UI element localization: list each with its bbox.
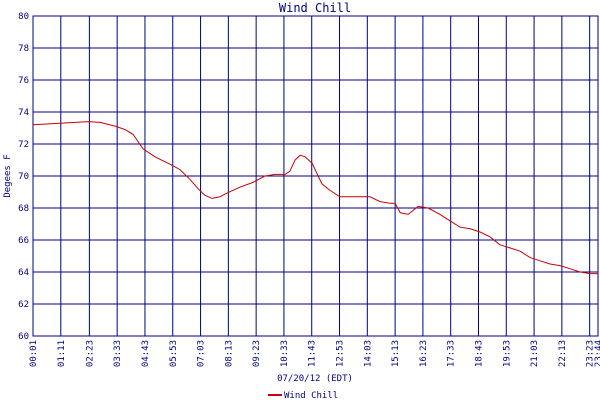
y-tick-label: 70 bbox=[18, 172, 29, 182]
legend-label: Wind Chill bbox=[284, 391, 338, 400]
x-tick-label: 22:13 bbox=[558, 340, 568, 367]
x-tick-label: 17:33 bbox=[447, 340, 457, 367]
x-tick-label: 01:11 bbox=[57, 340, 67, 367]
x-tick-label: 10:33 bbox=[280, 340, 290, 367]
x-tick-label: 09:23 bbox=[252, 340, 262, 367]
y-tick-label: 76 bbox=[18, 76, 29, 86]
x-tick-label: 04:43 bbox=[141, 340, 151, 367]
data-line bbox=[32, 121, 598, 275]
y-tick-label: 74 bbox=[18, 108, 29, 118]
x-tick-label: 02:23 bbox=[85, 340, 95, 367]
x-tick-label: 16:23 bbox=[419, 340, 429, 367]
x-tick-label: 03:33 bbox=[113, 340, 123, 367]
x-tick-label: 14:03 bbox=[363, 340, 373, 367]
y-tick-label: 68 bbox=[18, 204, 29, 214]
x-tick-label: 18:43 bbox=[474, 340, 484, 367]
y-tick-label: 80 bbox=[18, 12, 29, 22]
x-tick-label: 07:03 bbox=[197, 340, 207, 367]
x-tick-label: 21:03 bbox=[530, 340, 540, 367]
x-axis-label: 07/20/12 (EDT) bbox=[277, 374, 353, 384]
x-tick-label: 15:13 bbox=[391, 340, 401, 367]
y-tick-label: 64 bbox=[18, 268, 29, 278]
x-tick-label: 08:13 bbox=[224, 340, 234, 367]
chart-title: Wind Chill bbox=[279, 1, 351, 15]
y-tick-label: 62 bbox=[18, 300, 29, 310]
y-axis-label: Degees F bbox=[3, 154, 13, 197]
x-tick-label: 00:01 bbox=[29, 340, 39, 367]
x-tick-label: 19:53 bbox=[502, 340, 512, 367]
y-tick-label: 60 bbox=[18, 332, 29, 342]
x-tick-label: 23:44 bbox=[594, 340, 600, 367]
y-tick-label: 72 bbox=[18, 140, 29, 150]
x-tick-label: 05:53 bbox=[169, 340, 179, 367]
y-tick-label: 78 bbox=[18, 44, 29, 54]
y-tick-label: 66 bbox=[18, 236, 29, 246]
x-tick-label: 12:53 bbox=[336, 340, 346, 367]
x-tick-label: 23:23 bbox=[586, 340, 596, 367]
x-tick-label: 11:43 bbox=[308, 340, 318, 367]
